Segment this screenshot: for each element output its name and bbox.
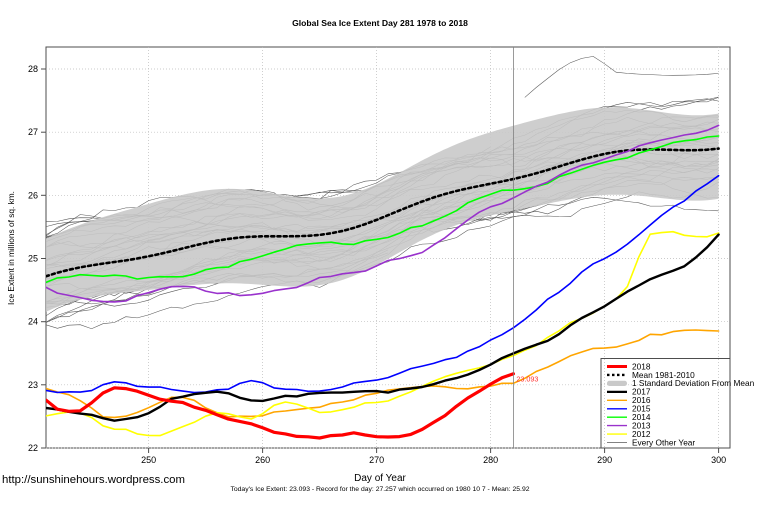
svg-text:24: 24 xyxy=(28,317,38,327)
svg-text:260: 260 xyxy=(255,455,270,465)
svg-text:22: 22 xyxy=(28,443,38,453)
svg-text:290: 290 xyxy=(597,455,612,465)
svg-text:28: 28 xyxy=(28,64,38,74)
svg-text:300: 300 xyxy=(711,455,726,465)
svg-text:26: 26 xyxy=(28,190,38,200)
svg-text:250: 250 xyxy=(141,455,156,465)
svg-text:23.093: 23.093 xyxy=(516,375,538,384)
svg-text:23: 23 xyxy=(28,380,38,390)
svg-text:25: 25 xyxy=(28,254,38,264)
svg-text:270: 270 xyxy=(369,455,384,465)
svg-text:27: 27 xyxy=(28,127,38,137)
svg-text:280: 280 xyxy=(483,455,498,465)
svg-text:Every Other Year: Every Other Year xyxy=(632,437,695,447)
